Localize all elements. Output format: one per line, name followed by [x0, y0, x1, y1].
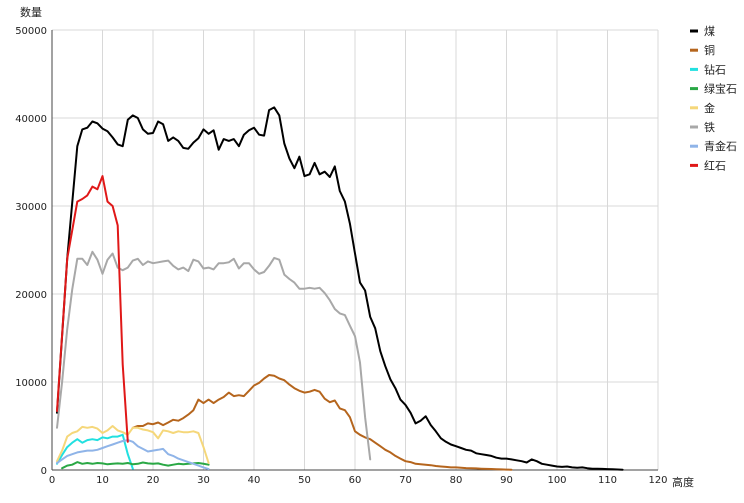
y-tick-label: 30000 — [15, 202, 47, 213]
series-line-3 — [61, 461, 210, 470]
legend-label: 红石 — [704, 159, 726, 172]
x-tick-label: 120 — [648, 475, 667, 486]
legend-label: 铁 — [704, 121, 715, 134]
y-tick-label: 10000 — [15, 378, 47, 389]
y-tick-labels: 0 10000 20000 30000 40000 50000 — [15, 26, 47, 477]
legend-label: 金 — [704, 101, 715, 115]
y-tick-label: 0 — [41, 466, 47, 477]
series-line-6 — [56, 439, 210, 471]
x-tick-label: 100 — [547, 475, 566, 486]
axes — [51, 30, 658, 471]
series-lines — [56, 106, 624, 471]
x-tick-label: 20 — [147, 475, 160, 486]
x-tick-label: 80 — [450, 475, 463, 486]
y-tick-label: 50000 — [15, 26, 47, 37]
legend-label: 钻石 — [704, 62, 726, 76]
legend-label: 绿宝石 — [704, 82, 737, 96]
series-line-4 — [56, 425, 210, 464]
x-tick-label: 30 — [197, 475, 210, 486]
x-axis-title: 高度 — [672, 475, 694, 489]
x-tick-labels: 0 10 20 30 40 50 60 70 80 90 100 110 120 — [49, 475, 668, 486]
series-line-7 — [56, 175, 129, 443]
x-tick-label: 90 — [500, 475, 513, 486]
x-tick-label: 50 — [298, 475, 311, 486]
series-line-5 — [56, 250, 372, 461]
y-tick-label: 20000 — [15, 290, 47, 301]
y-tick-label: 40000 — [15, 114, 47, 125]
x-tick-label: 70 — [399, 475, 412, 486]
y-axis-title: 数量 — [20, 6, 42, 19]
x-tick-label: 0 — [49, 475, 55, 486]
x-tick-label: 10 — [96, 475, 109, 486]
legend-label: 煤 — [704, 25, 715, 38]
legend-label: 铜 — [704, 43, 715, 57]
series-line-0 — [56, 106, 624, 471]
series-line-1 — [131, 374, 513, 471]
series-line-2 — [56, 433, 134, 470]
x-tick-label: 60 — [349, 475, 362, 486]
x-tick-label: 40 — [248, 475, 261, 486]
legend-label: 青金石 — [704, 139, 737, 153]
x-tick-label: 110 — [598, 475, 617, 486]
